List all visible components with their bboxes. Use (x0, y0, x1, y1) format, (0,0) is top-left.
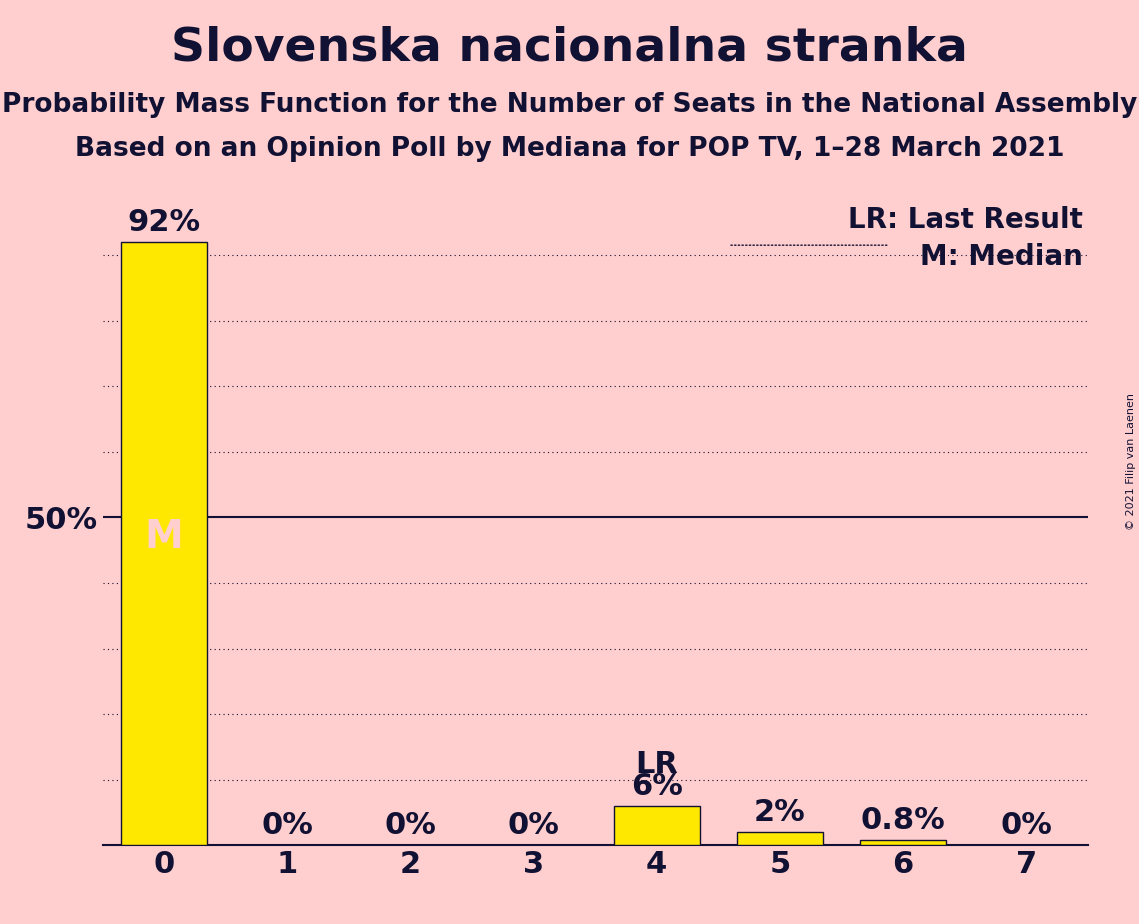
Text: Probability Mass Function for the Number of Seats in the National Assembly: Probability Mass Function for the Number… (2, 92, 1137, 118)
Text: 2%: 2% (754, 798, 805, 827)
Text: M: Median: M: Median (920, 243, 1083, 272)
Text: 0%: 0% (261, 811, 313, 840)
Text: Based on an Opinion Poll by Mediana for POP TV, 1–28 March 2021: Based on an Opinion Poll by Mediana for … (75, 136, 1064, 162)
Bar (614, 806, 699, 845)
Text: 92%: 92% (128, 208, 200, 237)
Text: 0%: 0% (1000, 811, 1052, 840)
Text: 0%: 0% (385, 811, 436, 840)
Text: © 2021 Filip van Laenen: © 2021 Filip van Laenen (1126, 394, 1136, 530)
Text: 0.8%: 0.8% (861, 806, 945, 835)
Text: M: M (145, 518, 183, 556)
Bar (860, 840, 947, 845)
Text: 0%: 0% (508, 811, 559, 840)
Text: LR: LR (636, 750, 678, 779)
Bar (121, 242, 207, 845)
Bar (737, 833, 823, 845)
Text: Slovenska nacionalna stranka: Slovenska nacionalna stranka (171, 26, 968, 71)
Text: LR: Last Result: LR: Last Result (847, 206, 1083, 234)
Text: 6%: 6% (631, 772, 682, 801)
